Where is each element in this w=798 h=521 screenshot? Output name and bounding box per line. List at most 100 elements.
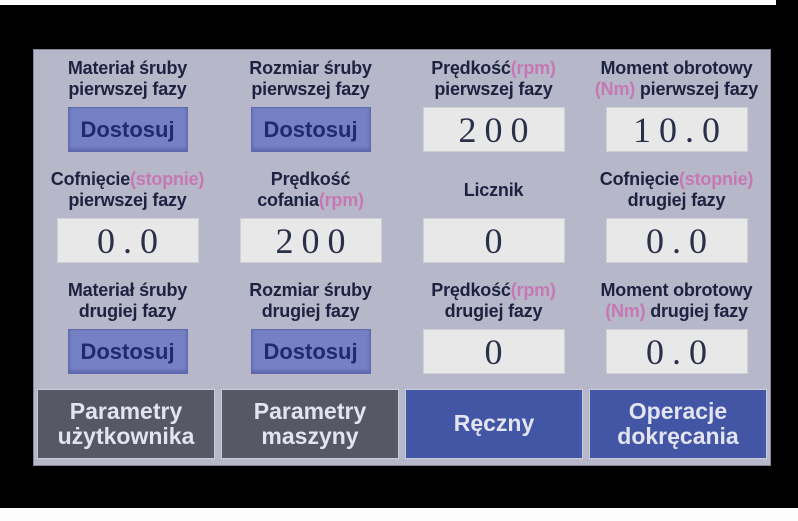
label-line: (Nm) drugiej fazy bbox=[605, 301, 748, 322]
widget-slot: Dostosuj bbox=[67, 329, 188, 374]
label-line: Moment obrotowy bbox=[600, 58, 752, 79]
widget-slot: 200 bbox=[239, 218, 382, 263]
label-text: Moment obrotowy bbox=[600, 280, 753, 301]
value-field-reverse-degrees-phase1[interactable]: 0.0 bbox=[56, 218, 199, 263]
nav-button-manual[interactable]: Ręczny bbox=[405, 389, 583, 459]
widget-slot: 0 bbox=[422, 218, 565, 263]
param-cell-screw-material-phase1: Materiał śruby pierwszej fazy Dostosuj bbox=[36, 50, 219, 161]
label-text: Rozmiar śruby bbox=[249, 58, 372, 79]
field-label-counter: Licznik bbox=[464, 166, 524, 214]
label-text: pierwszej fazy bbox=[68, 190, 187, 210]
label-text: Prędkość bbox=[431, 58, 511, 79]
nav-button-machine-parameters[interactable]: Parametry maszyny bbox=[221, 389, 399, 459]
adjust-button-screw-material-phase1[interactable]: Dostosuj bbox=[67, 107, 188, 152]
label-text: cofania bbox=[257, 190, 319, 210]
field-label-screw-size-phase2: Rozmiar śruby drugiej fazy bbox=[249, 277, 372, 325]
label-line: Rozmiar śruby bbox=[249, 280, 372, 301]
label-line: Prędkość(rpm) bbox=[431, 58, 556, 79]
nav-button-label: dokręcania bbox=[617, 423, 739, 449]
field-label-speed-rpm-phase1: Prędkość(rpm) pierwszej fazy bbox=[431, 55, 556, 103]
widget-slot: 0.0 bbox=[56, 218, 199, 263]
param-cell-counter: Licznik 0 bbox=[402, 161, 585, 272]
bottom-nav-bar: Parametry użytkownika Parametry maszyny Ręcz… bbox=[34, 383, 770, 465]
label-line: Licznik bbox=[464, 180, 524, 201]
param-cell-torque-nm-phase1: Moment obrotowy (Nm) pierwszej fazy 10.0 bbox=[585, 50, 768, 161]
adjust-button-screw-material-phase2[interactable]: Dostosuj bbox=[67, 329, 188, 374]
widget-slot: Dostosuj bbox=[67, 107, 188, 152]
field-label-reverse-degrees-phase1: Cofnięcie(stopnie) pierwszej fazy bbox=[50, 166, 205, 214]
label-text: Prędkość bbox=[270, 169, 351, 190]
value-field-counter[interactable]: 0 bbox=[422, 218, 565, 263]
label-text: pierwszej fazy bbox=[434, 79, 553, 99]
nav-button-tightening-operations[interactable]: Operacje dokręcania bbox=[589, 389, 767, 459]
adjust-button-screw-size-phase1[interactable]: Dostosuj bbox=[250, 107, 371, 152]
label-text: pierwszej fazy bbox=[251, 79, 370, 99]
label-line: Cofnięcie(stopnie) bbox=[50, 169, 205, 190]
label-text: drugiej fazy bbox=[261, 301, 360, 321]
param-cell-speed-rpm-phase2: Prędkość(rpm) drugiej fazy 0 bbox=[402, 272, 585, 383]
label-text: drugiej fazy bbox=[627, 190, 726, 210]
unit-annotation: (rpm) bbox=[318, 190, 364, 210]
value-field-speed-rpm-phase2[interactable]: 0 bbox=[422, 329, 565, 374]
hmi-screen: Materiał śruby pierwszej fazy Dostosuj Rozm… bbox=[33, 49, 771, 466]
photo-white-strip-bottom bbox=[0, 508, 798, 521]
label-text: pierwszej fazy bbox=[68, 79, 187, 99]
param-cell-reverse-speed-rpm: Prędkość cofania(rpm) 200 bbox=[219, 161, 402, 272]
param-cell-reverse-degrees-phase1: Cofnięcie(stopnie) pierwszej fazy 0.0 bbox=[36, 161, 219, 272]
label-line: Materiał śruby bbox=[68, 58, 187, 79]
label-text: Cofnięcie bbox=[50, 169, 130, 190]
label-line: Moment obrotowy bbox=[601, 280, 753, 301]
adjust-button-screw-size-phase2[interactable]: Dostosuj bbox=[250, 329, 371, 374]
label-line: drugiej fazy bbox=[262, 301, 360, 322]
widget-slot: 0 bbox=[422, 329, 565, 374]
label-line: pierwszej fazy bbox=[68, 79, 186, 100]
unit-annotation: (stopnie) bbox=[130, 169, 205, 190]
param-cell-reverse-degrees-phase2: Cofnięcie(stopnie) drugiej fazy 0.0 bbox=[585, 161, 768, 272]
field-label-torque-nm-phase1: Moment obrotowy (Nm) pierwszej fazy bbox=[595, 55, 758, 103]
label-line: cofania(rpm) bbox=[257, 190, 364, 211]
label-text: Materiał śruby bbox=[67, 280, 188, 301]
value-field-reverse-degrees-phase2[interactable]: 0.0 bbox=[605, 218, 748, 263]
param-row-1: Materiał śruby pierwszej fazy Dostosuj Rozm… bbox=[34, 50, 770, 161]
param-cell-screw-material-phase2: Materiał śruby drugiej fazy Dostosuj bbox=[36, 272, 219, 383]
nav-button-user-parameters[interactable]: Parametry użytkownika bbox=[37, 389, 215, 459]
widget-slot: 200 bbox=[422, 107, 565, 152]
unit-annotation: (stopnie) bbox=[679, 169, 754, 190]
widget-slot: Dostosuj bbox=[250, 107, 371, 152]
label-line: Rozmiar śruby bbox=[249, 58, 372, 79]
photo-white-strip-top bbox=[0, 0, 776, 5]
label-text: Moment obrotowy bbox=[600, 58, 753, 79]
field-label-screw-size-phase1: Rozmiar śruby pierwszej fazy bbox=[249, 55, 372, 103]
value-field-reverse-speed-rpm[interactable]: 200 bbox=[239, 218, 382, 263]
widget-slot: 10.0 bbox=[605, 107, 748, 152]
label-line: drugiej fazy bbox=[445, 301, 543, 322]
nav-button-label: Parametry bbox=[253, 397, 367, 424]
nav-button-label: Parametry bbox=[69, 397, 183, 424]
label-line: pierwszej fazy bbox=[251, 79, 369, 100]
field-label-screw-material-phase1: Materiał śruby pierwszej fazy bbox=[68, 55, 187, 103]
field-label-torque-nm-phase2: Moment obrotowy (Nm) drugiej fazy bbox=[601, 277, 753, 325]
widget-slot: 0.0 bbox=[605, 218, 748, 263]
nav-button-label: Operacje bbox=[628, 397, 728, 424]
label-line: drugiej fazy bbox=[628, 190, 726, 211]
param-row-2: Cofnięcie(stopnie) pierwszej fazy 0.0 Prędk… bbox=[34, 161, 770, 272]
label-line: Materiał śruby bbox=[68, 280, 187, 301]
label-line: Cofnięcie(stopnie) bbox=[599, 169, 754, 190]
label-text: Materiał śruby bbox=[67, 58, 188, 79]
unit-annotation: (Nm) bbox=[605, 301, 646, 321]
field-label-reverse-degrees-phase2: Cofnięcie(stopnie) drugiej fazy bbox=[599, 166, 754, 214]
unit-annotation: (rpm) bbox=[510, 280, 556, 301]
label-line: pierwszej fazy bbox=[434, 79, 552, 100]
value-field-torque-nm-phase2[interactable]: 0.0 bbox=[605, 329, 748, 374]
label-text: Cofnięcie bbox=[599, 169, 679, 190]
unit-annotation: (rpm) bbox=[510, 58, 556, 79]
field-label-reverse-speed-rpm: Prędkość cofania(rpm) bbox=[257, 166, 364, 214]
label-text: pierwszej fazy bbox=[635, 79, 759, 99]
unit-annotation: (Nm) bbox=[594, 79, 636, 99]
label-text: drugiej fazy bbox=[645, 301, 748, 321]
widget-slot: Dostosuj bbox=[250, 329, 371, 374]
value-field-torque-nm-phase1[interactable]: 10.0 bbox=[605, 107, 748, 152]
value-field-speed-rpm-phase1[interactable]: 200 bbox=[422, 107, 565, 152]
field-label-speed-rpm-phase2: Prędkość(rpm) drugiej fazy bbox=[431, 277, 556, 325]
